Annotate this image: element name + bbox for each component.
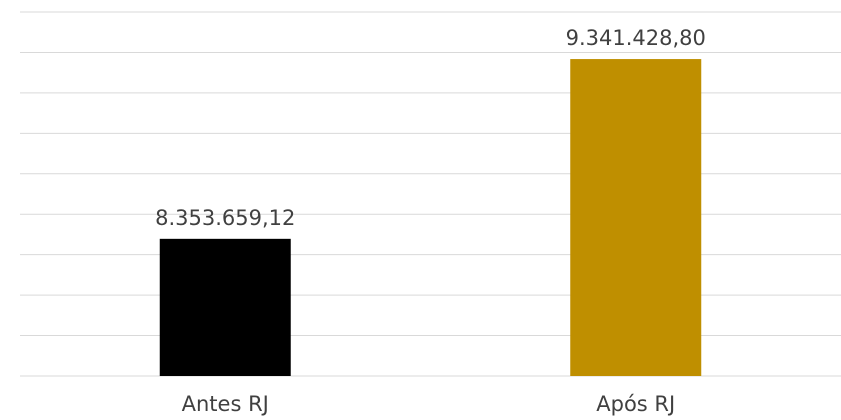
- data-label: 9.341.428,80: [566, 26, 706, 50]
- bar-ap-s-rj: [570, 59, 702, 376]
- data-label: 8.353.659,12: [155, 206, 295, 230]
- bars: [159, 59, 702, 376]
- bar-antes-rj: [159, 238, 291, 376]
- category-label: Antes RJ: [182, 392, 269, 416]
- category-labels: Antes RJ Após RJ: [182, 392, 676, 416]
- category-label: Após RJ: [596, 392, 675, 416]
- gridlines: [20, 11, 841, 377]
- value-labels: 8.353.659,12 9.341.428,80: [155, 26, 706, 230]
